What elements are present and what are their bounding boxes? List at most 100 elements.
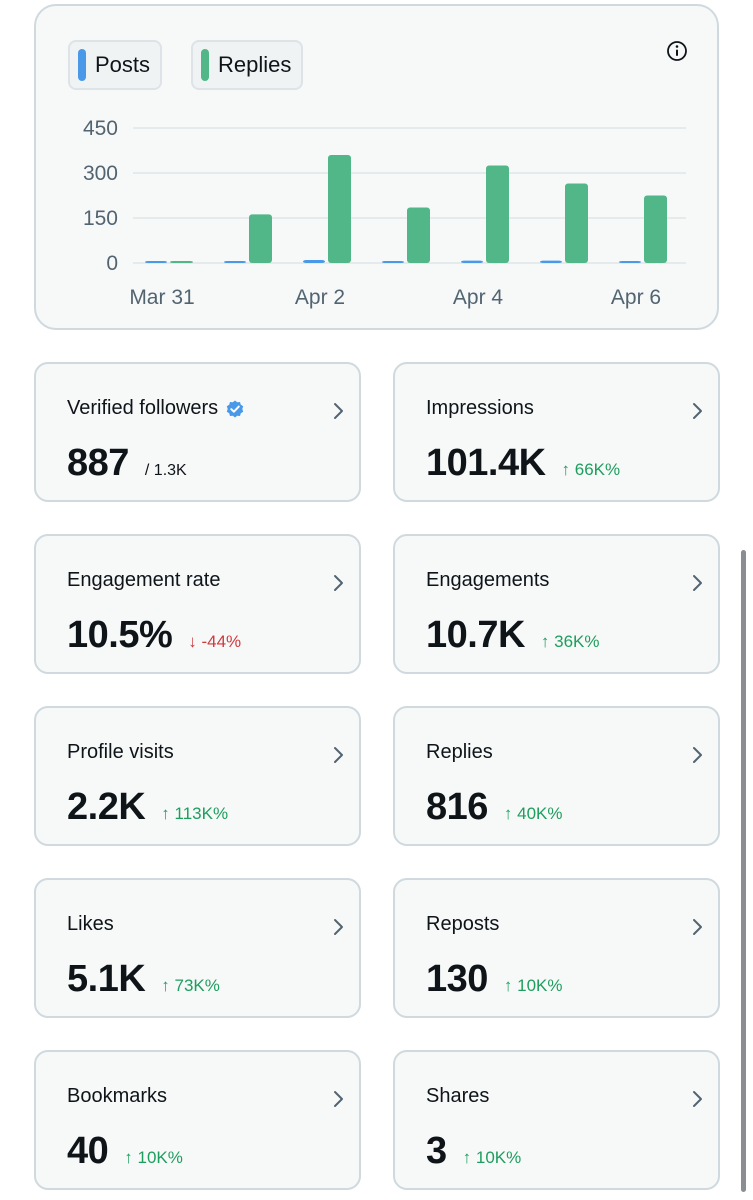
- metric-label: Profile visits: [67, 741, 174, 764]
- chart-card: Posts Replies 0 150 300 450 Mar 31 Apr 2 Apr 4…: [34, 4, 719, 330]
- x-tick-label: Apr 2: [295, 286, 345, 309]
- metric-value-row: 10.5% ↓ -44%: [67, 614, 241, 657]
- metric-value: 3: [426, 1130, 447, 1172]
- replies-bar-apr-1[interactable]: [249, 214, 272, 263]
- replies-bar-apr-3[interactable]: [407, 207, 430, 264]
- posts-bar-apr-3[interactable]: [382, 261, 404, 263]
- replies-bar-apr-4[interactable]: [486, 165, 509, 264]
- metric-label-text: Likes: [67, 913, 114, 935]
- metric-change: ↑ 10K%: [124, 1148, 183, 1167]
- metric-label: Engagement rate: [67, 569, 220, 592]
- chevron-right-icon: [334, 575, 343, 591]
- posts-bar-apr-4[interactable]: [461, 260, 483, 263]
- replies-bar-mar-31[interactable]: [170, 261, 193, 263]
- metric-card-impressions[interactable]: Impressions 101.4K ↑ 66K%: [393, 362, 720, 502]
- metric-change: ↑ 40K%: [503, 804, 563, 823]
- metric-card-bookmarks[interactable]: Bookmarks 40 ↑ 10K%: [34, 1050, 361, 1190]
- metric-change: ↑ 66K%: [561, 460, 621, 479]
- metric-value-row: 887 / 1.3K: [67, 442, 187, 485]
- metric-change: ↑ 10K%: [462, 1148, 522, 1167]
- posts-bar-apr-1[interactable]: [224, 261, 246, 263]
- metric-card-engagement-rate[interactable]: Engagement rate 10.5% ↓ -44%: [34, 534, 361, 674]
- metric-value-row: 2.2K ↑ 113K%: [67, 786, 228, 829]
- metric-value-row: 130 ↑ 10K%: [426, 958, 563, 1001]
- y-tick-label: 0: [106, 252, 118, 275]
- verified-badge-icon: [226, 400, 244, 417]
- metric-change: ↑ 36K%: [540, 632, 600, 651]
- scrollbar[interactable]: [741, 550, 746, 1192]
- replies-bar-apr-2[interactable]: [328, 155, 351, 263]
- metric-label: Shares: [426, 1085, 489, 1108]
- metric-label: Likes: [67, 913, 114, 936]
- metric-value: 2.2K: [67, 786, 146, 828]
- chevron-right-icon: [693, 575, 702, 591]
- replies-swatch: [201, 49, 209, 81]
- legend-replies-toggle[interactable]: Replies: [191, 40, 304, 90]
- metric-label: Impressions: [426, 397, 534, 420]
- chevron-right-icon: [693, 747, 702, 763]
- metric-sub-total: / 1.3K: [144, 462, 187, 479]
- metric-card-reposts[interactable]: Reposts 130 ↑ 10K%: [393, 878, 720, 1018]
- x-tick-label: Apr 6: [611, 286, 661, 309]
- metric-value-row: 5.1K ↑ 73K%: [67, 958, 220, 1001]
- chevron-right-icon: [334, 747, 343, 763]
- metric-value: 887: [67, 442, 129, 484]
- metric-value: 816: [426, 786, 488, 828]
- metric-label: Bookmarks: [67, 1085, 167, 1108]
- chevron-right-icon: [334, 1091, 343, 1107]
- metric-value-row: 101.4K ↑ 66K%: [426, 442, 620, 485]
- posts-bar-apr-5[interactable]: [540, 260, 562, 263]
- chevron-right-icon: [693, 1091, 702, 1107]
- metric-label-text: Engagements: [426, 569, 550, 591]
- metric-value-row: 816 ↑ 40K%: [426, 786, 563, 829]
- metric-label: Verified followers: [67, 397, 245, 420]
- metric-card-verified-followers[interactable]: Verified followers 887 / 1.3K: [34, 362, 361, 502]
- metric-label-text: Profile visits: [67, 741, 174, 763]
- metric-label: Engagements: [426, 569, 549, 592]
- metric-value: 5.1K: [67, 958, 146, 1000]
- metric-change: ↑ 113K%: [161, 804, 229, 823]
- metric-value: 40: [67, 1130, 109, 1172]
- legend-posts-label: Posts: [95, 52, 151, 77]
- metric-change: ↑ 73K%: [161, 976, 220, 995]
- posts-bar-apr-2[interactable]: [303, 260, 325, 263]
- metric-value-row: 3 ↑ 10K%: [426, 1130, 521, 1173]
- posts-bar-apr-6[interactable]: [619, 261, 641, 263]
- metric-card-engagements[interactable]: Engagements 10.7K ↑ 36K%: [393, 534, 720, 674]
- metric-label: Reposts: [426, 913, 499, 936]
- metric-card-profile-visits[interactable]: Profile visits 2.2K ↑ 113K%: [34, 706, 361, 846]
- legend-posts-toggle[interactable]: Posts: [68, 40, 163, 90]
- metric-change: ↓ -44%: [188, 632, 242, 651]
- metric-value: 130: [426, 958, 488, 1000]
- replies-bar-apr-5[interactable]: [565, 183, 588, 264]
- metric-label-text: Reposts: [426, 913, 500, 935]
- bar-chart: 0 150 300 450 Mar 31 Apr 2 Apr 4 Apr 6: [83, 117, 686, 309]
- metric-card-replies[interactable]: Replies 816 ↑ 40K%: [393, 706, 720, 846]
- y-tick-label: 150: [83, 207, 118, 230]
- metric-change: ↑ 10K%: [503, 976, 563, 995]
- metric-label: Replies: [426, 741, 493, 764]
- posts-bar-mar-31[interactable]: [145, 261, 167, 263]
- metric-label-text: Shares: [426, 1085, 490, 1107]
- chevron-right-icon: [334, 919, 343, 935]
- metric-value: 101.4K: [426, 442, 546, 484]
- info-icon[interactable]: [666, 40, 688, 62]
- metric-label-text: Verified followers: [67, 397, 219, 419]
- replies-bar-apr-6[interactable]: [644, 195, 667, 264]
- metric-card-likes[interactable]: Likes 5.1K ↑ 73K%: [34, 878, 361, 1018]
- x-tick-label: Mar 31: [129, 286, 194, 309]
- chevron-right-icon: [334, 403, 343, 419]
- y-tick-label: 300: [83, 162, 118, 185]
- metric-label-text: Bookmarks: [67, 1085, 168, 1107]
- chevron-right-icon: [693, 919, 702, 935]
- metric-value: 10.5%: [67, 614, 173, 656]
- y-tick-label: 450: [83, 117, 118, 140]
- posts-swatch: [78, 49, 86, 81]
- metric-label-text: Engagement rate: [67, 569, 221, 591]
- metric-value: 10.7K: [426, 614, 525, 656]
- metric-card-shares[interactable]: Shares 3 ↑ 10K%: [393, 1050, 720, 1190]
- legend-replies-label: Replies: [218, 52, 292, 77]
- x-tick-label: Apr 4: [453, 286, 504, 309]
- metric-label-text: Impressions: [426, 397, 534, 419]
- chevron-right-icon: [693, 403, 702, 419]
